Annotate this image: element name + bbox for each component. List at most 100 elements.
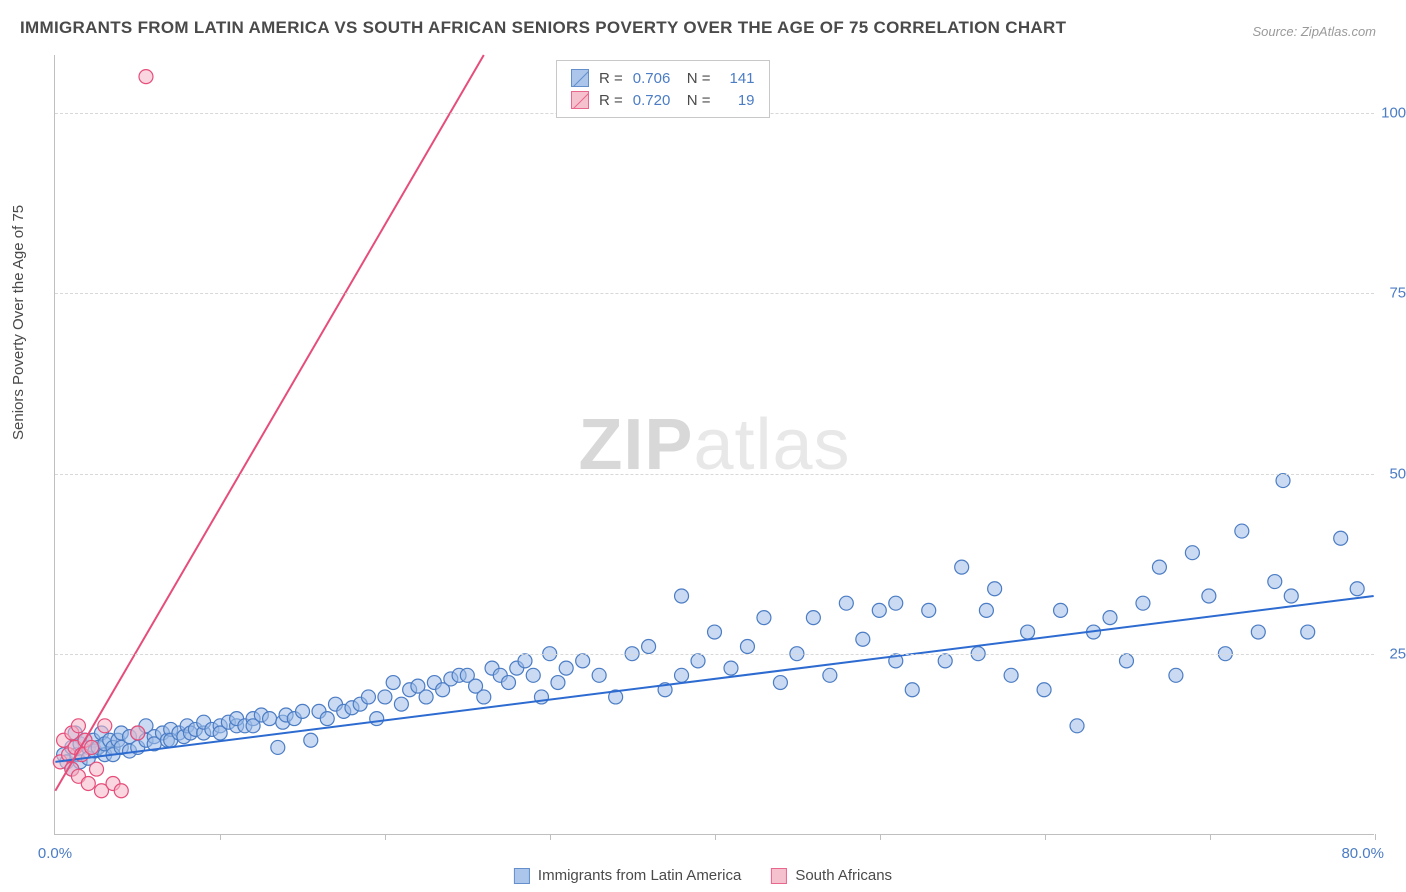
data-point [1350,582,1364,596]
legend-swatch-icon [514,868,530,884]
data-point [551,676,565,690]
legend-label: South Africans [795,867,892,884]
grid-line [55,293,1374,294]
data-point [419,690,433,704]
legend-swatch-icon [771,868,787,884]
data-point [773,676,787,690]
data-point [1334,531,1348,545]
data-point [1136,596,1150,610]
chart-svg [55,55,1374,834]
data-point [1152,560,1166,574]
data-point [85,740,99,754]
data-point [1037,683,1051,697]
data-point [1054,603,1068,617]
data-point [1202,589,1216,603]
xtick [385,834,386,840]
data-point [1021,625,1035,639]
ytick-label: 25.0% [1389,646,1406,663]
data-point [856,632,870,646]
data-point [691,654,705,668]
grid-line [55,474,1374,475]
data-point [1301,625,1315,639]
data-point [304,733,318,747]
data-point [361,690,375,704]
data-point [675,668,689,682]
data-point [757,611,771,625]
legend-item: South Africans [771,867,892,884]
ytick-label: 50.0% [1389,465,1406,482]
stats-box: R = 0.706 N = 141 R = 0.720 N = 19 [556,60,770,118]
data-point [1235,524,1249,538]
data-point [320,712,334,726]
data-point [576,654,590,668]
data-point [296,704,310,718]
data-point [988,582,1002,596]
data-point [502,676,516,690]
data-point [806,611,820,625]
xtick [715,834,716,840]
xtick [1210,834,1211,840]
stats-row: R = 0.720 N = 19 [571,89,755,111]
xtick [1045,834,1046,840]
data-point [1103,611,1117,625]
data-point [708,625,722,639]
chart-title: IMMIGRANTS FROM LATIN AMERICA VS SOUTH A… [20,18,1066,38]
data-point [642,639,656,653]
legend-label: Immigrants from Latin America [538,867,741,884]
xtick [220,834,221,840]
xtick [1375,834,1376,840]
plot-area: ZIPatlas 0.0% 80.0% 25.0%50.0%75.0%100.0… [54,55,1374,835]
data-point [394,697,408,711]
series-swatch-icon [571,91,589,109]
data-point [1284,589,1298,603]
y-axis-label: Seniors Poverty Over the Age of 75 [10,205,27,440]
data-point [872,603,886,617]
data-point [90,762,104,776]
data-point [81,777,95,791]
data-point [823,668,837,682]
data-point [378,690,392,704]
data-point [263,712,277,726]
data-point [1169,668,1183,682]
data-point [386,676,400,690]
legend-item: Immigrants from Latin America [514,867,741,884]
data-point [98,719,112,733]
data-point [979,603,993,617]
data-point [675,589,689,603]
data-point [114,784,128,798]
data-point [938,654,952,668]
data-point [1185,546,1199,560]
data-point [518,654,532,668]
data-point [477,690,491,704]
data-point [1119,654,1133,668]
data-point [889,596,903,610]
data-point [922,603,936,617]
data-point [955,560,969,574]
series-swatch-icon [571,69,589,87]
data-point [271,740,285,754]
x-max-label: 80.0% [1341,845,1384,862]
data-point [1004,668,1018,682]
data-point [724,661,738,675]
x-origin-label: 0.0% [38,845,72,862]
data-point [559,661,573,675]
data-point [370,712,384,726]
data-point [592,668,606,682]
data-point [1251,625,1265,639]
xtick [550,834,551,840]
data-point [131,726,145,740]
data-point [905,683,919,697]
ytick-label: 75.0% [1389,285,1406,302]
ytick-label: 100.0% [1381,104,1406,121]
grid-line [55,654,1374,655]
data-point [526,668,540,682]
xtick [880,834,881,840]
stats-row: R = 0.706 N = 141 [571,67,755,89]
data-point [1276,474,1290,488]
data-point [740,639,754,653]
data-point [1268,575,1282,589]
data-point [71,719,85,733]
data-point [1070,719,1084,733]
source-label: Source: ZipAtlas.com [1252,24,1376,39]
legend: Immigrants from Latin America South Afri… [514,867,892,884]
